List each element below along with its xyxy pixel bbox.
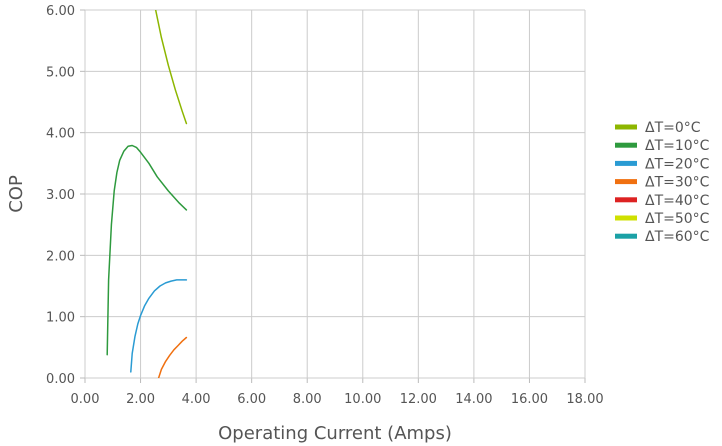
x-tick-label: 8.00	[293, 392, 322, 407]
legend-item: ΔT=20°C	[615, 156, 710, 172]
y-tick-label: 4.00	[46, 127, 75, 142]
y-tick-label: 6.00	[46, 4, 75, 19]
legend-item: ΔT=40°C	[615, 193, 710, 209]
legend-swatch	[615, 179, 637, 185]
x-tick-label: 14.00	[455, 392, 492, 407]
chart-grid	[80, 9, 586, 383]
series-line-0	[154, 10, 188, 125]
y-tick-label: 0.00	[46, 372, 75, 387]
legend-label: ΔT=30°C	[645, 175, 710, 191]
legend-swatch	[615, 233, 637, 239]
legend-label: ΔT=0°C	[645, 120, 701, 136]
y-tick-label: 3.00	[46, 188, 75, 203]
series-line-2	[130, 279, 188, 373]
legend-swatch	[615, 197, 637, 203]
legend-swatch	[615, 142, 637, 148]
legend-label: ΔT=10°C	[645, 138, 710, 154]
chart-legend: ΔT=0°C ΔT=10°C ΔT=20°C ΔT=30°C ΔT=40°C ΔT=50°…	[615, 120, 710, 245]
legend-item: ΔT=10°C	[615, 138, 710, 154]
legend-label: ΔT=60°C	[645, 229, 710, 245]
y-axis-title: COP	[6, 175, 27, 213]
legend-item: ΔT=0°C	[615, 120, 701, 136]
chart-plot-area	[106, 10, 188, 378]
x-tick-label: 18.00	[566, 392, 603, 407]
legend-item: ΔT=60°C	[615, 229, 710, 245]
legend-item: ΔT=50°C	[615, 211, 710, 227]
x-tick-label: 4.00	[182, 392, 211, 407]
legend-swatch	[615, 160, 637, 166]
x-tick-label: 2.00	[126, 392, 155, 407]
legend-label: ΔT=20°C	[645, 156, 710, 172]
x-tick-label: 12.00	[400, 392, 437, 407]
series-line-1	[106, 144, 188, 356]
legend-label: ΔT=40°C	[645, 193, 710, 209]
legend-item: ΔT=30°C	[615, 175, 710, 191]
x-axis-title: Operating Current (Amps)	[218, 423, 452, 444]
y-tick-label: 1.00	[46, 311, 75, 326]
x-tick-label: 6.00	[237, 392, 266, 407]
y-tick-label: 5.00	[46, 65, 75, 80]
chart-tick-labels: 0.00 2.00 4.00 6.00 8.00 10.00 12.00 14.00 16.00…	[46, 4, 604, 407]
series-line-3	[157, 336, 188, 378]
x-tick-label: 16.00	[511, 392, 548, 407]
x-tick-label: 10.00	[344, 392, 381, 407]
legend-label: ΔT=50°C	[645, 211, 710, 227]
legend-swatch	[615, 215, 637, 221]
x-tick-label: 0.00	[71, 392, 100, 407]
legend-swatch	[615, 124, 637, 130]
y-tick-label: 2.00	[46, 249, 75, 264]
